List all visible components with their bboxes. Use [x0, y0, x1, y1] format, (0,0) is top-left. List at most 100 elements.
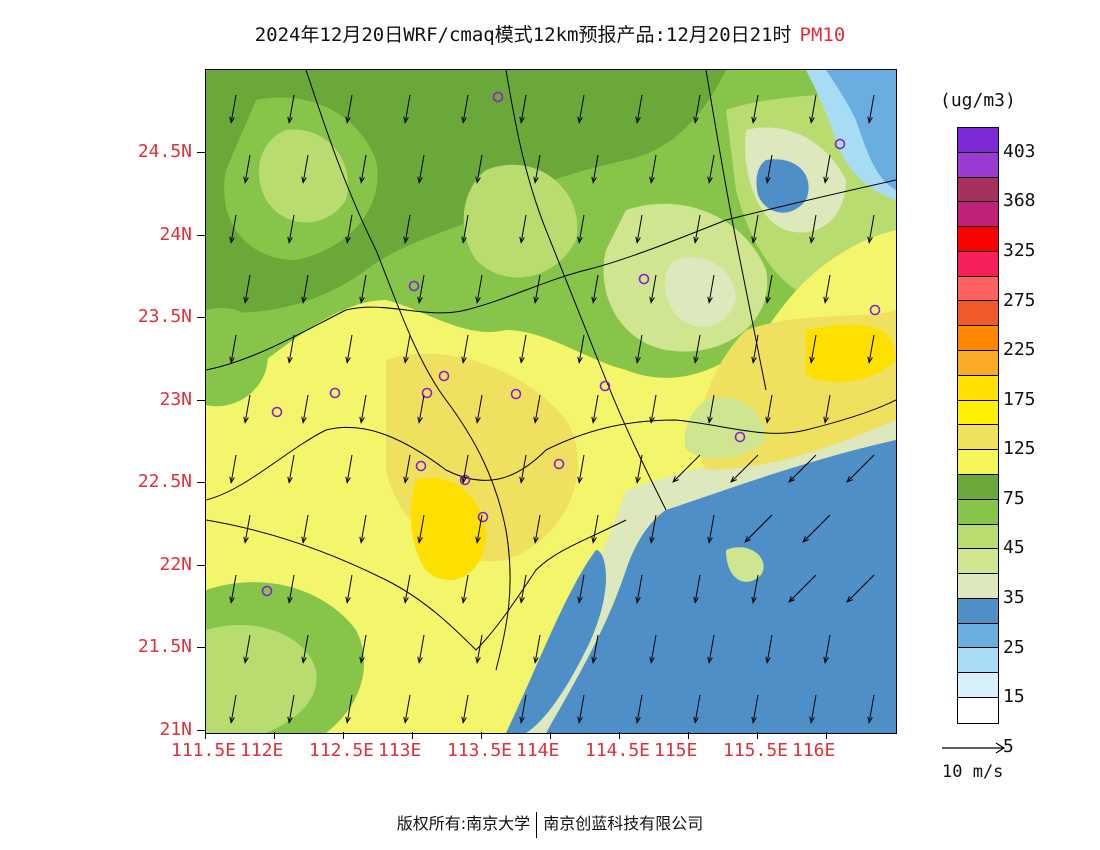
wind-vector [418, 394, 425, 423]
legend-swatch [958, 697, 998, 723]
wind-vector-head [591, 296, 597, 304]
wind-vector [462, 694, 469, 723]
wind-vector-head [403, 596, 409, 604]
wind-vector-head [788, 596, 795, 603]
field-band-15-ocean-w [506, 550, 606, 733]
city-marker [477, 511, 489, 523]
latitude-tick [197, 647, 205, 648]
wind-vector [288, 574, 295, 603]
city-marker [261, 585, 273, 597]
wind-vector [824, 634, 831, 663]
wind-vector-head [359, 536, 365, 544]
wind-vector-head [301, 536, 307, 544]
wind-vector-head [417, 536, 423, 544]
wind-vector [766, 274, 773, 303]
wind-vector-head [809, 356, 815, 364]
longitude-label: 114E [516, 740, 560, 761]
wind-vector [534, 634, 541, 663]
wind-vector-head [301, 656, 307, 664]
wind-vector [592, 514, 599, 543]
wind-vector-head [533, 656, 539, 664]
footer-separator [536, 811, 538, 838]
wind-vector [636, 454, 643, 483]
wind-vector [404, 694, 411, 723]
title-variable: PM10 [799, 24, 846, 46]
wind-vector [288, 454, 295, 483]
latitude-tick [197, 482, 205, 483]
wind-vector [578, 694, 585, 723]
city-marker [869, 304, 881, 316]
wind-vector-head [751, 356, 757, 364]
city-marker [421, 387, 433, 399]
wind-vector [302, 394, 309, 423]
latitude-tick [197, 564, 205, 566]
legend-swatch [958, 648, 998, 674]
wind-vector-head [533, 296, 539, 304]
longitude-tick [757, 732, 758, 739]
wind-vector-head [403, 236, 409, 244]
wind-vector [650, 514, 657, 543]
legend-label: 325 [1003, 239, 1036, 261]
wind-vector [360, 514, 367, 543]
wind-vector [462, 214, 469, 243]
wind-vector-head [649, 176, 655, 184]
wind-vector [810, 694, 817, 723]
longitude-label: 114.5E [585, 740, 651, 761]
longitude-label: 113.5E [447, 740, 513, 761]
longitude-label: 115.5E [723, 740, 789, 761]
wind-vector-head [519, 236, 525, 244]
wind-vector-head [765, 416, 771, 424]
legend-label: 45 [1003, 537, 1025, 559]
wind-vector-head [867, 716, 873, 724]
legend-swatch [958, 202, 998, 228]
wind-vectors [229, 94, 875, 724]
latitude-tick [197, 729, 205, 731]
legend-swatch [958, 574, 998, 599]
wind-vector-head [693, 236, 699, 244]
wind-vector [694, 94, 701, 123]
longitude-label: 113E [378, 740, 422, 761]
wind-vector [404, 454, 411, 483]
wind-vector-head [591, 656, 597, 664]
wind-vector-head [591, 536, 597, 544]
latitude-label: 23.5N [137, 306, 192, 327]
wind-vector [766, 154, 773, 183]
wind-vector [244, 394, 251, 423]
longitude-tick [826, 732, 827, 739]
wind-vector [346, 454, 353, 483]
longitude-tick [205, 732, 206, 739]
city-marker [638, 273, 650, 285]
legend-swatch [958, 276, 998, 302]
wind-vector-head [635, 596, 641, 604]
wind-vector-head [823, 416, 829, 424]
wind-vector-head [461, 116, 467, 124]
wind-vector-head [345, 116, 351, 124]
wind-vector-head [461, 236, 467, 244]
wind-vector [288, 94, 295, 123]
legend-swatch [958, 177, 998, 203]
wind-vector-head [229, 236, 235, 244]
wind-vector-head [229, 596, 235, 604]
color-legend [957, 127, 999, 724]
wind-vector-head [359, 176, 365, 184]
wind-vector [462, 574, 469, 603]
wind-vector-head [229, 716, 235, 724]
province-boundary [206, 399, 896, 501]
latitude-tick [197, 399, 205, 401]
city-markers [261, 91, 881, 597]
wind-vector [824, 274, 831, 303]
city-marker [834, 138, 846, 150]
wind-vector-head [649, 416, 655, 424]
wind-vector [650, 154, 657, 183]
field-band-45-w [206, 308, 268, 407]
wind-vector [462, 454, 469, 483]
wind-vector [230, 694, 237, 723]
wind-vector [788, 574, 817, 603]
wind-vector [346, 694, 353, 723]
longitude-tick [688, 732, 689, 739]
wind-vector-head [577, 116, 583, 124]
wind-vector [752, 694, 759, 723]
wind-vector-head [693, 116, 699, 124]
legend-label: 25 [1003, 636, 1025, 658]
legend-swatch [958, 598, 998, 624]
